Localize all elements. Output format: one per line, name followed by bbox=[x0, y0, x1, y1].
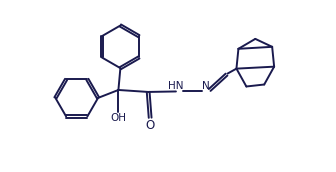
Text: OH: OH bbox=[111, 113, 126, 123]
Text: O: O bbox=[145, 119, 155, 132]
Text: N: N bbox=[202, 81, 210, 91]
Text: HN: HN bbox=[168, 81, 184, 91]
